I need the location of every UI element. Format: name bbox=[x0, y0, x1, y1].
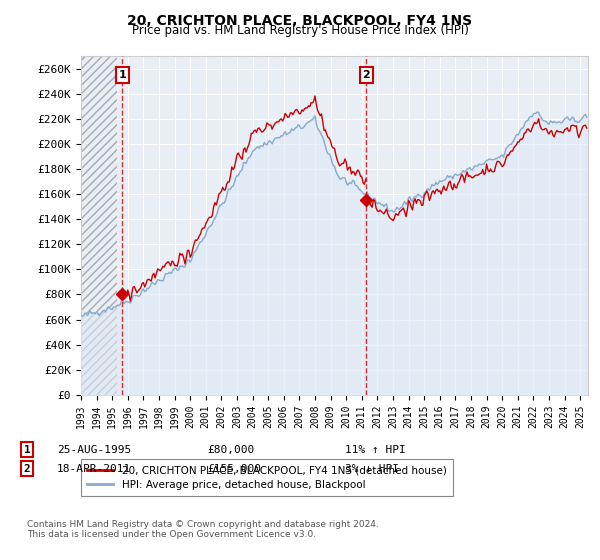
Text: Contains HM Land Registry data © Crown copyright and database right 2024.
This d: Contains HM Land Registry data © Crown c… bbox=[27, 520, 379, 539]
Bar bbox=[81, 56, 117, 395]
Text: Price paid vs. HM Land Registry's House Price Index (HPI): Price paid vs. HM Land Registry's House … bbox=[131, 24, 469, 37]
Text: 2: 2 bbox=[362, 70, 370, 80]
Text: 2: 2 bbox=[23, 464, 31, 474]
Text: 18-APR-2011: 18-APR-2011 bbox=[57, 464, 131, 474]
Legend: 20, CRICHTON PLACE, BLACKPOOL, FY4 1NS (detached house), HPI: Average price, det: 20, CRICHTON PLACE, BLACKPOOL, FY4 1NS (… bbox=[81, 459, 453, 496]
Text: 3% ↓ HPI: 3% ↓ HPI bbox=[345, 464, 399, 474]
Text: 11% ↑ HPI: 11% ↑ HPI bbox=[345, 445, 406, 455]
Text: 1: 1 bbox=[23, 445, 31, 455]
Text: 1: 1 bbox=[118, 70, 126, 80]
Text: 20, CRICHTON PLACE, BLACKPOOL, FY4 1NS: 20, CRICHTON PLACE, BLACKPOOL, FY4 1NS bbox=[127, 14, 473, 28]
Text: £80,000: £80,000 bbox=[207, 445, 254, 455]
Text: 25-AUG-1995: 25-AUG-1995 bbox=[57, 445, 131, 455]
Text: £155,000: £155,000 bbox=[207, 464, 261, 474]
